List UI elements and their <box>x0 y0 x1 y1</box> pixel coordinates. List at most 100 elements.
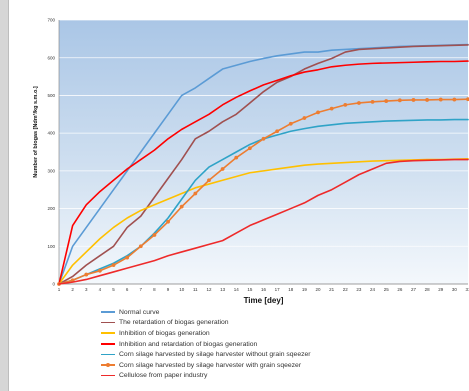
legend-swatch-7 <box>101 373 115 379</box>
legend-label-4: Inhibition and retardation of biogas gen… <box>119 340 258 348</box>
y-tick-label-0: 0 <box>52 282 55 287</box>
series-line-4 <box>58 60 469 285</box>
x-tick-label-25: 25 <box>384 287 390 292</box>
series-6-point-9 <box>166 219 170 224</box>
legend-item-5: Corn silage harvested by silage harveste… <box>101 349 441 360</box>
series-6-point-17 <box>275 129 280 134</box>
x-tick-label-6: 6 <box>126 287 129 292</box>
x-tick-label-28: 28 <box>425 287 431 292</box>
y-axis-label: Number of biogas [Ndm³/kg s.m.o.] <box>32 86 39 178</box>
x-tick-label-21: 21 <box>329 287 335 292</box>
chart-card: 0 100 200 300 400 500 600 700 1 2 3 4 5 6 7 8 9 10 11 12 13 1… <box>9 0 469 391</box>
series-6-point-29 <box>438 97 443 102</box>
series-line-7 <box>58 158 469 285</box>
x-tick-label-5: 5 <box>112 287 115 292</box>
series-line-3 <box>58 157 469 285</box>
x-tick-label-17: 17 <box>275 287 281 292</box>
series-6-point-5 <box>111 263 116 268</box>
series-6-point-20 <box>316 110 320 115</box>
y-tick-label-400: 400 <box>47 131 55 136</box>
legend-swatch-2 <box>101 320 115 326</box>
x-tick-label-9: 9 <box>167 287 170 292</box>
series-6-point-14 <box>234 155 239 160</box>
series-6-point-10 <box>179 204 184 209</box>
x-tick-label-19: 19 <box>302 287 308 292</box>
series-6-point-15 <box>247 146 252 151</box>
x-tick-label-24: 24 <box>370 287 376 292</box>
x-tick-label-1: 1 <box>58 287 61 292</box>
series-6-point-6 <box>125 255 130 260</box>
y-tick-label-200: 200 <box>47 206 55 211</box>
legend-label-6: Corn silage harvested by silage harveste… <box>119 361 302 369</box>
legend-item-6: Corn silage harvested by silage harveste… <box>101 360 441 371</box>
legend-item-3: Inhibition of biogas generation <box>101 328 441 339</box>
legend-label-7: Cellulose from paper industry <box>119 372 208 380</box>
series-6-point-4 <box>98 268 102 273</box>
x-tick-label-10: 10 <box>179 287 185 292</box>
y-tick-label-100: 100 <box>47 244 55 249</box>
legend-swatch-5 <box>101 352 115 358</box>
legend-label-1: Normal curve <box>119 308 160 316</box>
x-tick-label-2: 2 <box>71 287 74 292</box>
series-6-point-18 <box>288 121 293 126</box>
series-6-point-7 <box>138 244 143 249</box>
x-tick-label-15: 15 <box>247 287 253 292</box>
x-tick-label-27: 27 <box>411 287 417 292</box>
x-tick-label-30: 30 <box>452 287 458 292</box>
legend-label-3: Inhibition of biogas generation <box>119 329 210 337</box>
series-6-point-13 <box>220 167 225 171</box>
x-tick-label-16: 16 <box>261 287 267 292</box>
x-tick-label-3: 3 <box>85 287 88 292</box>
plot-area <box>59 20 468 284</box>
x-tick-label-8: 8 <box>153 287 156 292</box>
series-6-point-3 <box>84 272 89 277</box>
series-6-point-31 <box>466 97 469 102</box>
y-tick-label-600: 600 <box>47 55 55 60</box>
series-6-point-21 <box>329 106 334 111</box>
x-tick-label-31: 31 <box>465 287 469 292</box>
x-tick-label-18: 18 <box>288 287 294 292</box>
x-tick-label-11: 11 <box>193 287 198 292</box>
legend-item-2: The retardation of biogas generation <box>101 318 441 329</box>
y-tick-label-500: 500 <box>47 93 55 98</box>
x-tick-label-29: 29 <box>438 287 444 292</box>
x-tick-label-22: 22 <box>343 287 349 292</box>
x-tick-label-26: 26 <box>397 287 403 292</box>
x-tick-label-23: 23 <box>356 287 362 292</box>
x-tick-label-20: 20 <box>316 287 322 292</box>
series-6-point-30 <box>452 97 457 102</box>
series-6-point-12 <box>207 178 211 183</box>
y-tick-label-300: 300 <box>47 168 55 173</box>
series-line-2 <box>58 44 469 285</box>
series-6-point-26 <box>397 98 402 103</box>
legend-swatch-3 <box>101 330 115 336</box>
x-tick-label-13: 13 <box>220 287 226 292</box>
adjacent-window-edge <box>0 0 9 391</box>
x-tick-label-12: 12 <box>206 287 212 292</box>
series-6-point-28 <box>425 98 429 102</box>
x-tick-label-7: 7 <box>140 287 143 292</box>
chart-legend: Normal curve The retardation of biogas ge… <box>101 307 441 381</box>
series-6-point-11 <box>193 191 198 196</box>
series-6-point-25 <box>384 99 389 103</box>
legend-swatch-1 <box>101 309 115 315</box>
series-6-point-19 <box>302 116 307 120</box>
x-tick-label-4: 4 <box>99 287 102 292</box>
series-6-point-27 <box>411 98 416 102</box>
series-6-point-24 <box>370 99 375 104</box>
series-6-point-23 <box>357 101 361 105</box>
legend-item-4: Inhibition and retardation of biogas gen… <box>101 339 441 350</box>
series-6-point-8 <box>152 233 157 237</box>
x-tick-label-14: 14 <box>234 287 240 292</box>
legend-item-7: Cellulose from paper industry <box>101 371 441 382</box>
series-6-point-16 <box>261 136 266 141</box>
legend-label-5: Corn silage harvested by silage harveste… <box>119 351 311 359</box>
series-6-point-22 <box>343 102 348 107</box>
legend-swatch-4 <box>101 341 115 347</box>
y-tick-label-700: 700 <box>47 18 55 23</box>
legend-swatch-6 <box>101 362 115 368</box>
legend-label-2: The retardation of biogas generation <box>119 319 229 327</box>
x-axis-label: Time [dey] <box>244 296 284 305</box>
legend-item-1: Normal curve <box>101 307 441 318</box>
